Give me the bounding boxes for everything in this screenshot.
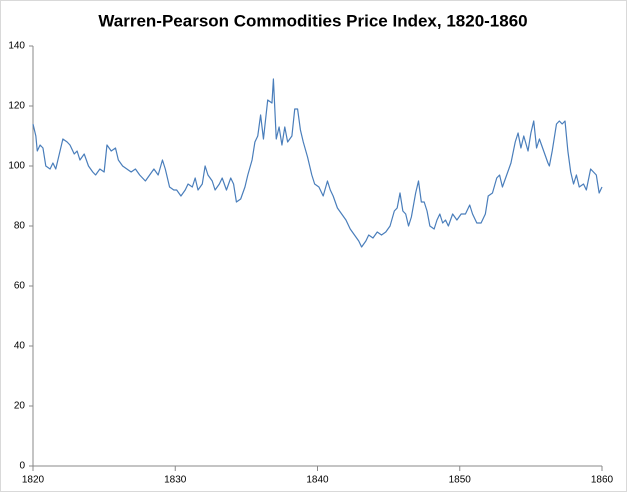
y-tick-label: 140 xyxy=(8,41,25,52)
y-tick-label: 20 xyxy=(14,401,26,412)
chart-title: Warren-Pearson Commodities Price Index, … xyxy=(98,11,527,30)
y-tick-label: 100 xyxy=(8,161,25,172)
x-tick-label: 1860 xyxy=(591,475,614,486)
x-tick-label: 1840 xyxy=(306,475,329,486)
y-tick-label: 40 xyxy=(14,341,26,352)
x-tick-label: 1850 xyxy=(449,475,472,486)
x-tick-label: 1830 xyxy=(164,475,187,486)
y-tick-label: 0 xyxy=(19,461,25,472)
y-tick-label: 60 xyxy=(14,281,26,292)
x-tick-label: 1820 xyxy=(22,475,45,486)
y-tick-label: 120 xyxy=(8,101,25,112)
price-line xyxy=(32,78,603,248)
y-tick-label: 80 xyxy=(14,221,26,232)
